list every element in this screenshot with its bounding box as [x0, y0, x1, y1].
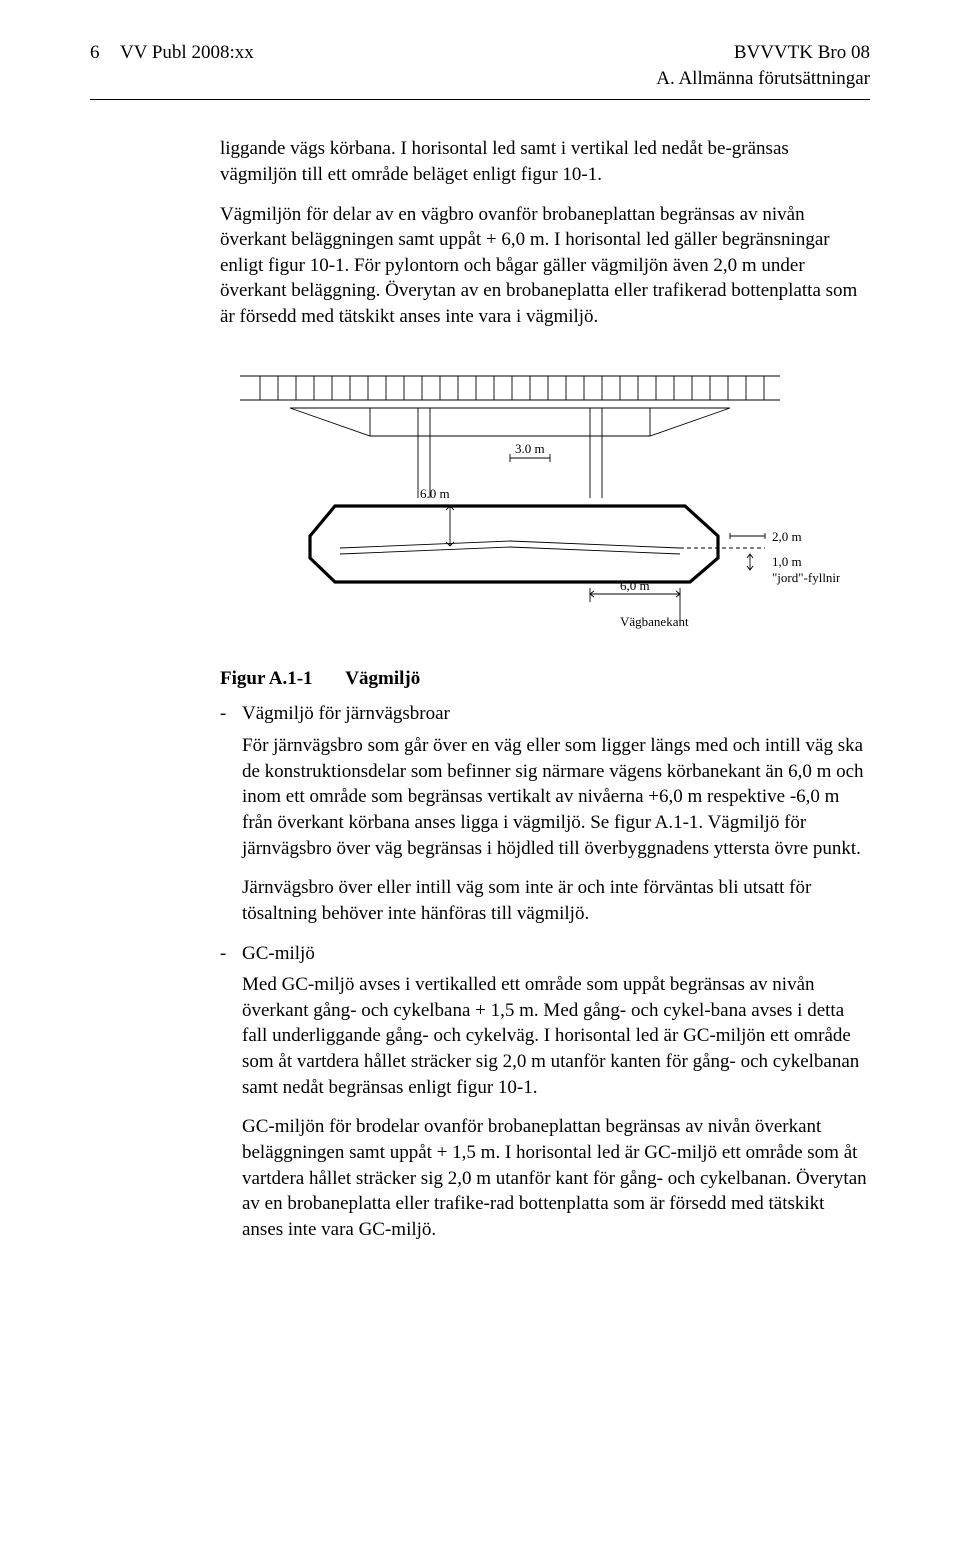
bullet-2-p2: GC-miljön för brodelar ovanför brobanepl… [242, 1114, 870, 1242]
meas-3-0: 3.0 m [515, 441, 545, 456]
diagram-svg: 3.0 m 6.0 m 2,0 m [220, 358, 840, 648]
bullet-1-title: Vägmiljö för järnvägsbroar [242, 701, 450, 727]
figure-a-1-1: 3.0 m 6.0 m 2,0 m [220, 358, 870, 648]
header-right-sub: A. Allmänna förutsättningar [656, 66, 870, 92]
figure-code: Figur A.1-1 [220, 668, 313, 689]
jord-label: "jord"-fyllning [772, 570, 840, 585]
bullet-list: - Vägmiljö för järnvägsbroar För järnväg… [220, 701, 870, 1242]
bullet-1-p1: För järnvägsbro som går över en väg elle… [242, 733, 870, 861]
meas-2-0: 2,0 m [772, 529, 802, 544]
page-header: 6 VV Publ 2008:xx BVVVTK Bro 08 A. Allmä… [90, 40, 870, 91]
figure-caption: Figur A.1-1 Vägmiljö [220, 666, 870, 692]
header-left: VV Publ 2008:xx [120, 40, 656, 91]
meas-6-0-bottom: 6,0 m [620, 578, 650, 593]
header-right-top: BVVVTK Bro 08 [656, 40, 870, 66]
paragraph-1: liggande vägs körbana. I horisontal led … [220, 136, 870, 187]
page-number: 6 [90, 40, 120, 91]
paragraph-2: Vägmiljön för delar av en vägbro ovanför… [220, 202, 870, 330]
bullet-item-1: - Vägmiljö för järnvägsbroar För järnväg… [220, 701, 870, 926]
bullet-2-p1: Med GC-miljö avses i vertikalled ett omr… [242, 972, 870, 1100]
vagbanekant-label: Vägbanekant [620, 614, 689, 629]
dash-icon: - [220, 701, 242, 727]
bullet-1-p2: Järnvägsbro över eller intill väg som in… [242, 875, 870, 926]
header-divider [90, 99, 870, 100]
meas-6-0-top: 6.0 m [420, 486, 450, 501]
bullet-item-2: - GC-miljö Med GC-miljö avses i vertikal… [220, 941, 870, 1243]
bullet-2-title: GC-miljö [242, 941, 315, 967]
intro-paragraphs: liggande vägs körbana. I horisontal led … [220, 136, 870, 329]
dash-icon: - [220, 941, 242, 967]
meas-1-0: 1,0 m [772, 554, 802, 569]
figure-title: Vägmiljö [345, 668, 420, 689]
